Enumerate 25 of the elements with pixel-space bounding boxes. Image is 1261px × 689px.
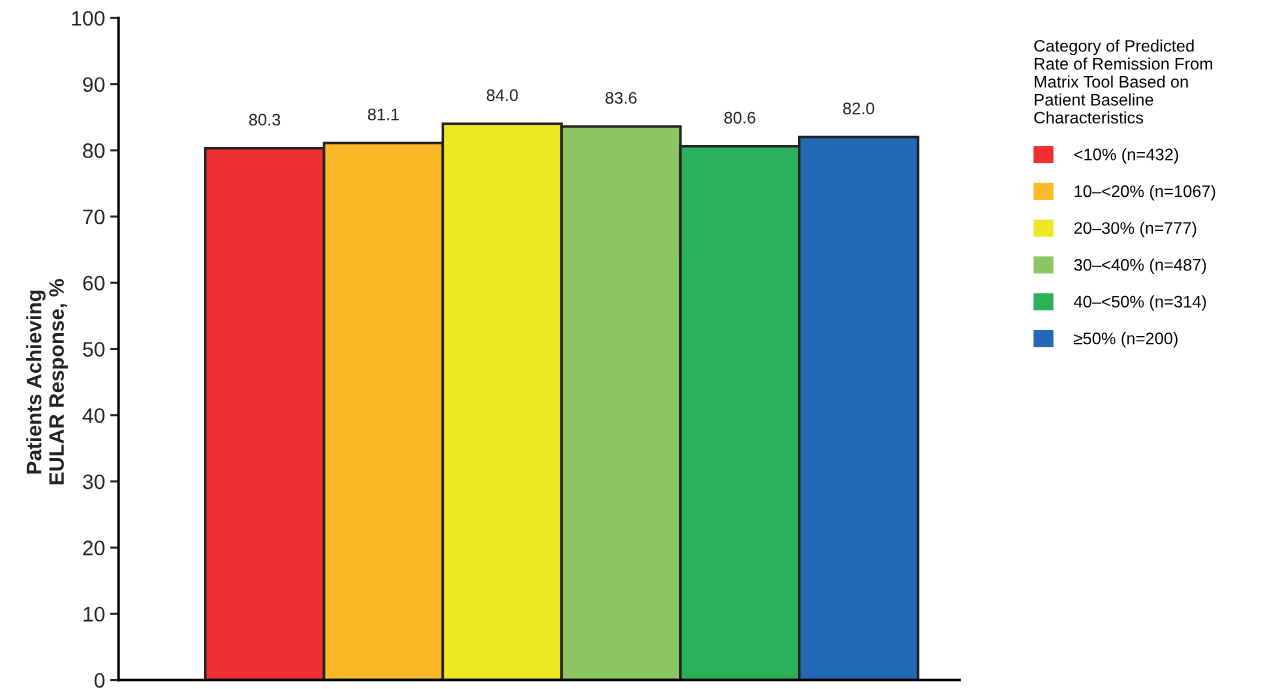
y-tick-label: 40 <box>82 408 105 423</box>
y-tick-label: 80 <box>83 143 105 159</box>
legend-label: 10–<20% (n=1067) <box>1074 184 1216 201</box>
y-tick-label: 20 <box>83 540 105 556</box>
legend-label: ≥50% (n=200) <box>1074 332 1178 348</box>
legend-label: 30–<40% (n=487) <box>1074 258 1206 275</box>
legend-label: 40–<50% (n=314) <box>1073 295 1206 311</box>
y-tick-label: 0 <box>94 673 105 688</box>
y-axis-title: Patients Achieving EULAR Response, % <box>26 279 69 485</box>
y-tick-label: 10 <box>83 606 105 622</box>
y-tick-label: 60 <box>83 275 105 291</box>
data-label: 84.0 <box>486 89 518 102</box>
y-tick-label: 30 <box>82 474 105 490</box>
y-tick-label: 70 <box>83 209 105 225</box>
y-tick-label: 90 <box>83 77 105 92</box>
y-tick-label: 50 <box>83 341 105 357</box>
legend-label: <10% (n=432) <box>1074 148 1179 164</box>
legend-label: 20–30% (n=777) <box>1074 221 1197 238</box>
data-label: 81.1 <box>367 108 399 121</box>
data-label: 80.3 <box>249 113 281 126</box>
legend-title: Category of Predicted Rate of Remission From Matrix Tool Based on Patient Baseline Characteristics <box>1034 39 1213 124</box>
data-label: 83.6 <box>605 91 637 104</box>
y-tick-label: 100 <box>72 10 105 26</box>
data-label: 80.6 <box>724 111 756 124</box>
data-label: 82.0 <box>843 102 875 115</box>
